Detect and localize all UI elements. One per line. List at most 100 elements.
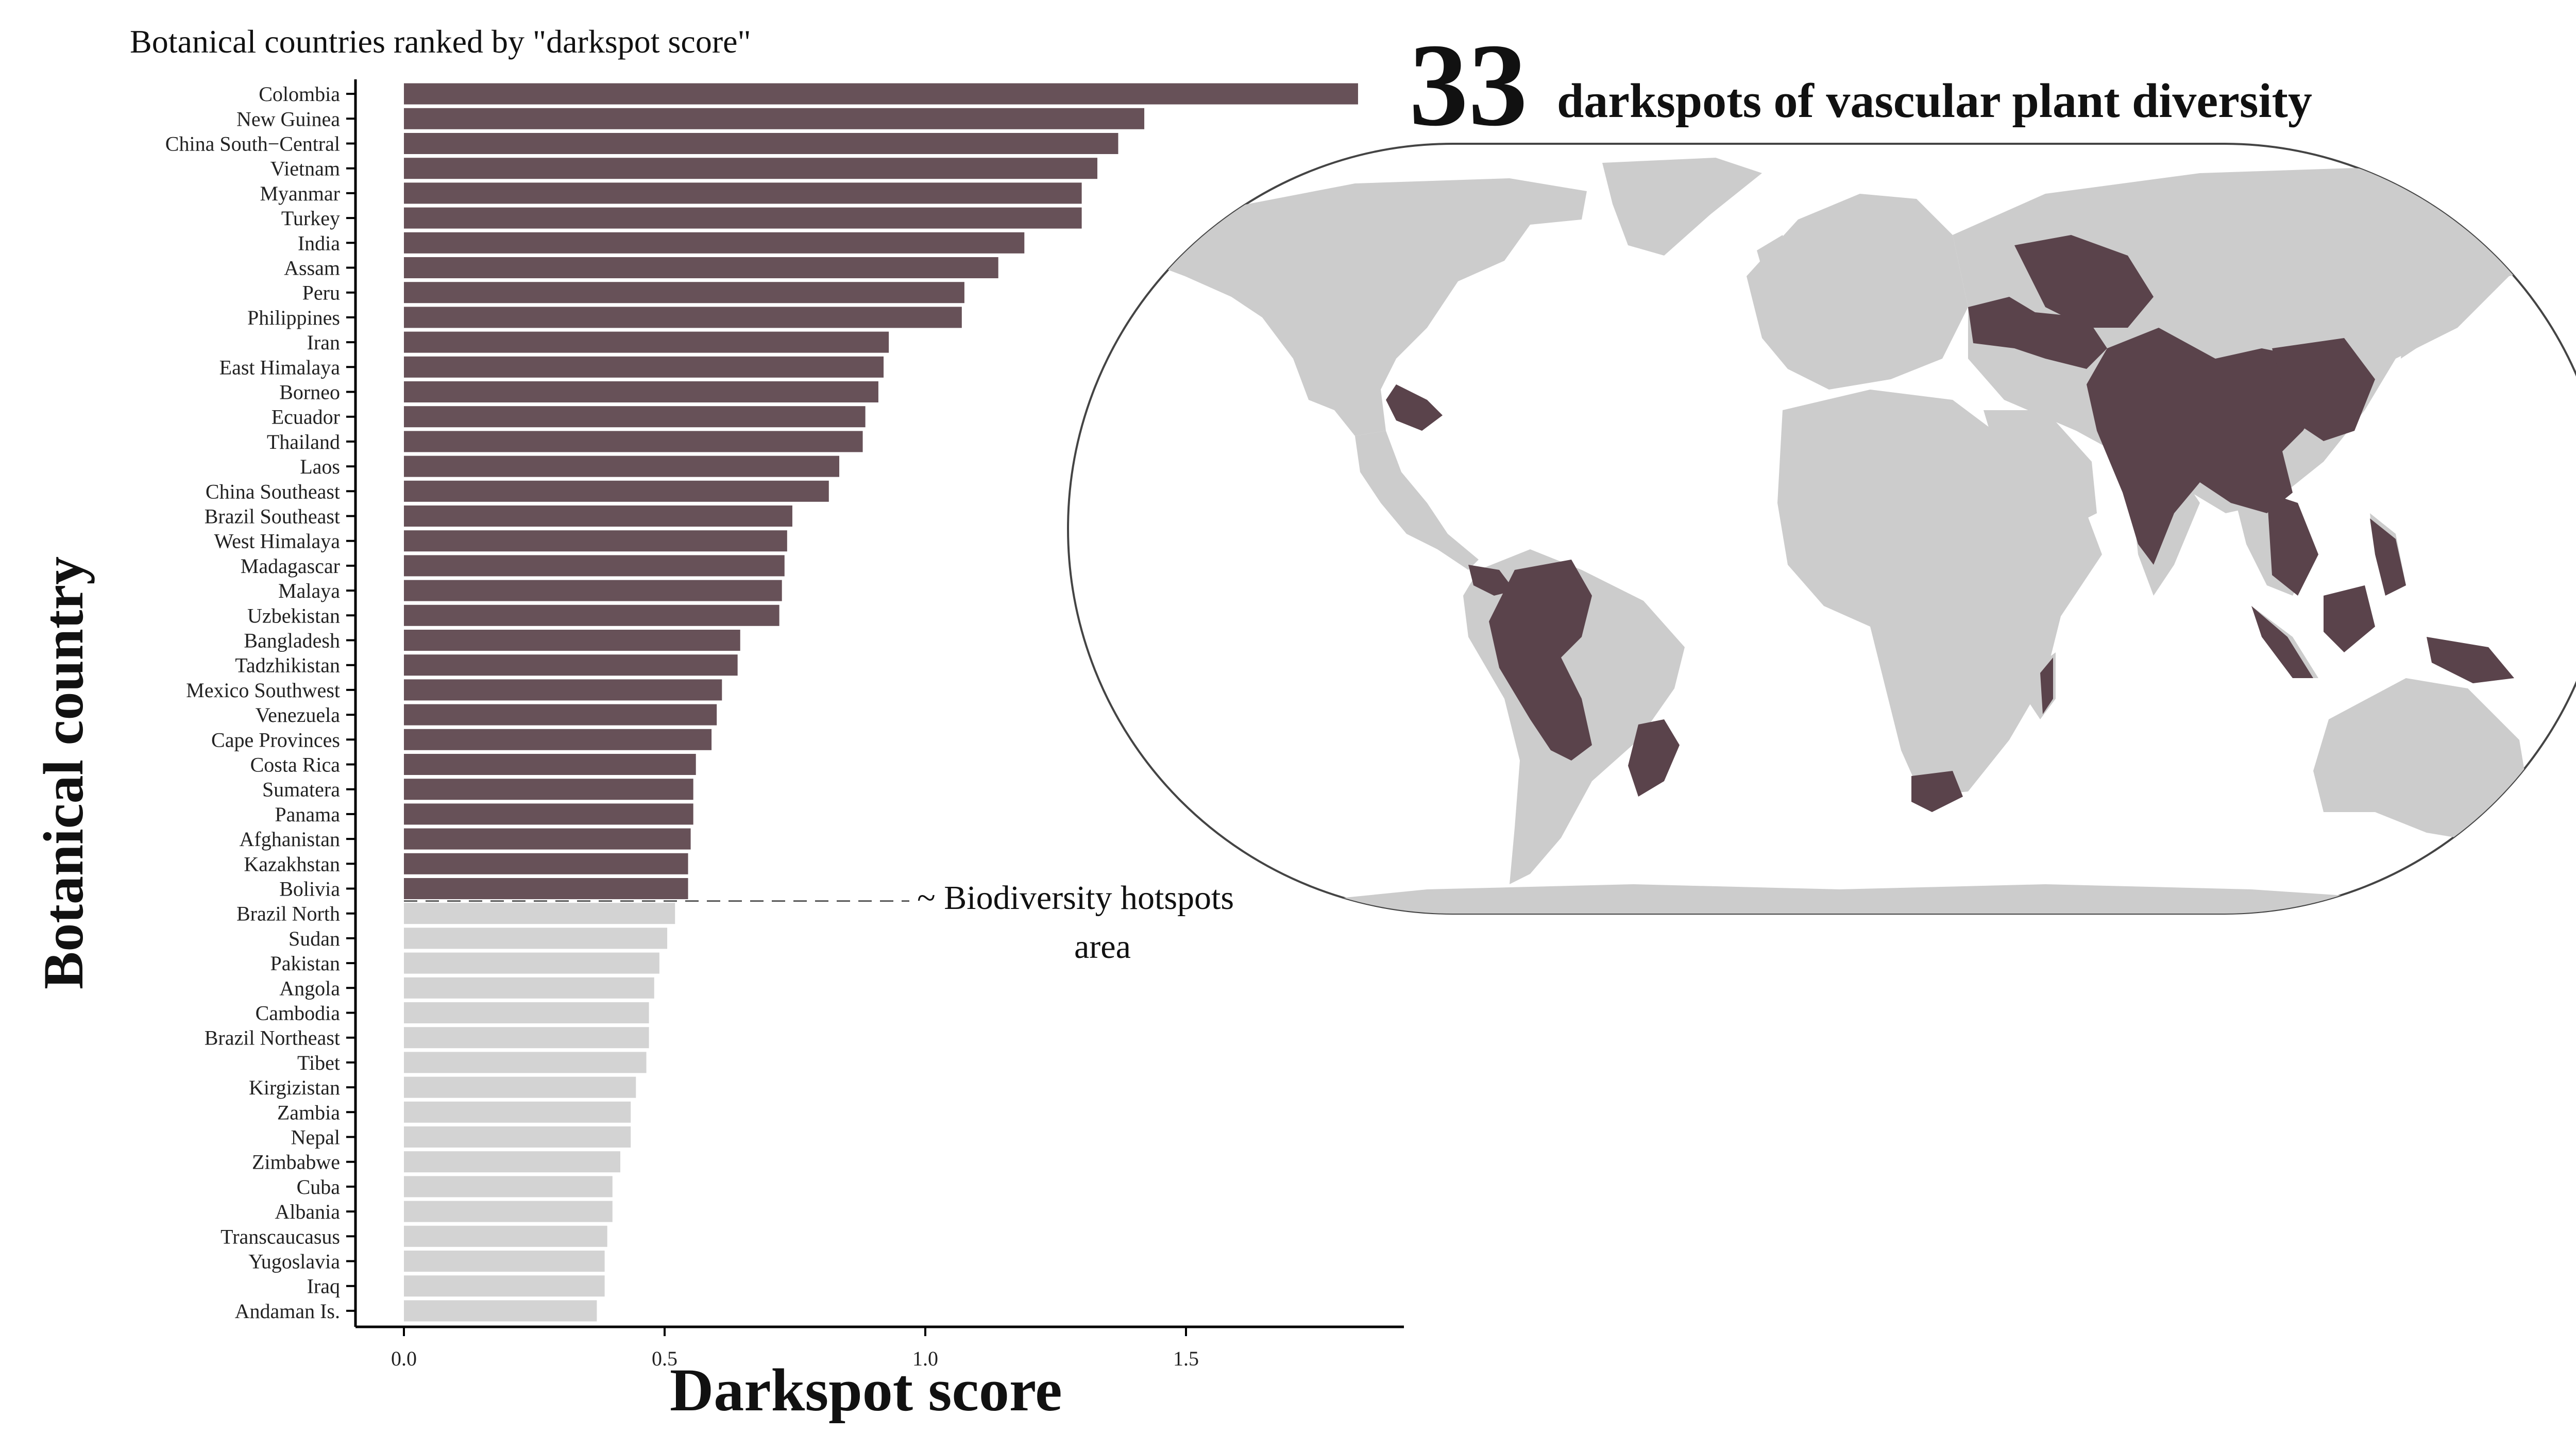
greenland <box>1602 158 1762 256</box>
y-tick-label: Pakistan <box>270 952 340 975</box>
bar-48 <box>404 1275 605 1297</box>
y-tick-label: Myanmar <box>260 182 340 205</box>
darkspot-china-south <box>2272 338 2375 441</box>
y-tick-label: India <box>298 231 340 255</box>
darkspot-madagascar <box>2040 658 2053 714</box>
y-tick-label: Madagascar <box>241 554 340 578</box>
bar-23 <box>404 654 738 676</box>
y-tick-label: East Himalaya <box>219 356 341 379</box>
y-tick-label: Bangladesh <box>244 629 340 652</box>
bar-20 <box>404 580 782 601</box>
bar-42 <box>404 1126 631 1148</box>
y-tick-label: Transcaucasus <box>221 1225 340 1248</box>
bar-47 <box>404 1251 605 1272</box>
bar-14 <box>404 431 863 452</box>
y-tick-label: China South−Central <box>165 132 340 156</box>
y-tick-label: Ecuador <box>272 406 340 429</box>
bar-15 <box>404 456 840 477</box>
bar-29 <box>404 803 693 825</box>
bar-27 <box>404 754 696 775</box>
x-tick-label: 1.0 <box>912 1347 938 1370</box>
hotspots-annotation-area: area <box>1074 928 1131 966</box>
darkspot-philippines <box>2370 518 2406 596</box>
bar-11 <box>404 356 884 378</box>
bar-2 <box>404 133 1118 154</box>
bar-0 <box>404 83 1358 105</box>
world-map <box>1067 143 2576 915</box>
bar-5 <box>404 207 1082 229</box>
bar-32 <box>404 878 688 899</box>
bar-31 <box>404 853 688 874</box>
y-tick-marks <box>346 93 355 1312</box>
chart-subtitle: Botanical countries ranked by "darkspot … <box>130 23 751 60</box>
y-tick-label: Panama <box>275 803 340 826</box>
y-tick-label: New Guinea <box>236 107 340 130</box>
darkspot-indochina <box>2267 493 2318 596</box>
bar-39 <box>404 1052 647 1073</box>
uk <box>1757 235 1793 286</box>
y-tick-label: Iraq <box>307 1275 340 1298</box>
bar-10 <box>404 331 889 353</box>
bar-19 <box>404 555 785 577</box>
bar-25 <box>404 704 717 726</box>
bar-49 <box>404 1300 597 1322</box>
bar-38 <box>404 1027 649 1049</box>
bar-45 <box>404 1201 613 1222</box>
y-tick-label: Brazil North <box>236 902 340 925</box>
y-tick-label: Uzbekistan <box>247 604 340 627</box>
y-tick-label: Afghanistan <box>239 828 340 851</box>
darkspot-turkey-iran <box>1968 297 2107 369</box>
bar-43 <box>404 1151 620 1173</box>
darkspot-cape <box>1911 771 1963 812</box>
north-america <box>1144 178 1587 436</box>
darkspot-sumatera <box>2251 606 2313 678</box>
darkspot-andes <box>1489 560 1592 761</box>
bar-9 <box>404 307 962 328</box>
japan <box>2401 286 2437 359</box>
y-tick-label: Sumatera <box>262 778 340 801</box>
australia <box>2313 678 2530 843</box>
map-title: darkspots of vascular plant diversity <box>1557 74 2312 128</box>
y-tick-label: Zimbabwe <box>252 1151 340 1174</box>
x-tick-label: 1.5 <box>1173 1347 1199 1370</box>
y-tick-label: Albania <box>275 1200 340 1223</box>
y-tick-label: Philippines <box>247 306 340 329</box>
y-tick-label: Brazil Northeast <box>205 1026 340 1050</box>
bar-34 <box>404 928 668 949</box>
x-tick-label: 0.5 <box>652 1347 677 1370</box>
bar-17 <box>404 505 792 527</box>
bar-21 <box>404 604 779 626</box>
darkspot-count: 33 <box>1409 19 1528 150</box>
map-darkspots <box>1386 235 2514 812</box>
y-tick-label: Brazil Southeast <box>205 505 340 528</box>
arabia <box>1984 410 2097 534</box>
y-tick-label: Tibet <box>297 1051 340 1074</box>
x-axis-title: Darkspot score <box>670 1356 1062 1424</box>
bar-22 <box>404 630 740 651</box>
darkspot-new-guinea <box>2427 637 2514 683</box>
y-tick-label: Turkey <box>281 207 340 230</box>
darkspot-central-america <box>1468 565 1515 596</box>
darkspot-central-asia <box>2014 235 2154 328</box>
bar-35 <box>404 952 659 974</box>
bar-24 <box>404 679 722 701</box>
y-tick-label: Tadzhikistan <box>235 654 340 677</box>
y-tick-label: Yugoslavia <box>248 1250 340 1273</box>
y-tick-label: Colombia <box>259 82 340 106</box>
y-tick-label: Costa Rica <box>250 753 341 777</box>
y-tick-label: Malaya <box>278 579 340 602</box>
bar-13 <box>404 406 866 428</box>
y-tick-label: Sudan <box>289 927 340 950</box>
y-tick-label: Kazakhstan <box>244 852 340 875</box>
bars-group <box>404 83 1358 1322</box>
bar-33 <box>404 903 675 924</box>
bar-30 <box>404 828 691 850</box>
bar-6 <box>404 232 1025 254</box>
bar-12 <box>404 381 878 402</box>
hotspots-annotation: ~ Biodiversity hotspots <box>917 879 1234 917</box>
y-tick-label: Angola <box>279 976 340 1000</box>
darkspot-brazil-southeast <box>1628 719 1680 797</box>
darkspot-mexico <box>1386 384 1443 431</box>
